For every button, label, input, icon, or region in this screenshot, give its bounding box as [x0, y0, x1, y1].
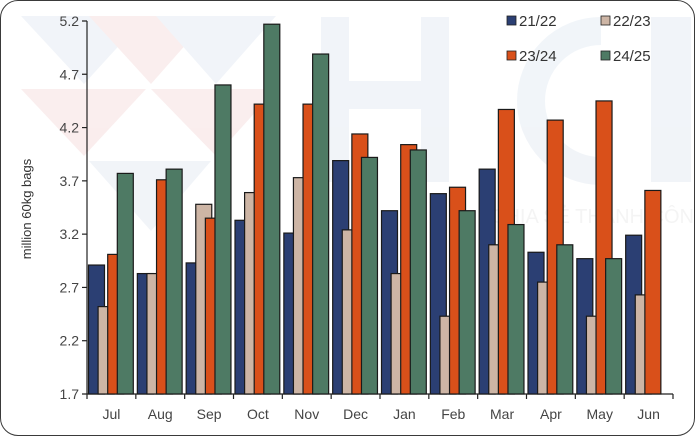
x-tick-label: Oct	[247, 406, 269, 422]
legend-swatch	[600, 50, 611, 61]
x-tick-label: Jan	[393, 406, 416, 422]
bar-24-25-may	[605, 258, 623, 395]
x-tick-label: Jun	[637, 406, 660, 422]
legend-swatch	[506, 50, 517, 61]
x-tick-label: Jul	[102, 406, 120, 422]
y-tick-label: 2.7	[60, 279, 80, 295]
legend-label: 24/25	[613, 48, 651, 65]
y-tick-label: 1.7	[60, 386, 80, 402]
x-tick-label: Feb	[441, 406, 465, 422]
x-tick-label: Mar	[490, 406, 514, 422]
legend-swatch	[600, 15, 611, 26]
legend: 21/22 22/23 23/24 24/25	[506, 13, 651, 65]
x-tick-label: Dec	[343, 406, 368, 422]
legend-item-21-22: 21/22	[506, 13, 557, 30]
legend-label: 22/23	[613, 13, 651, 30]
legend-label: 21/22	[519, 13, 557, 30]
legend-item-24-25: 24/25	[600, 48, 651, 65]
bar-24-25-dec	[360, 156, 379, 395]
x-tick-label: Apr	[540, 406, 562, 422]
y-tick-label: 4.2	[60, 120, 80, 136]
bar-24-25-oct	[263, 23, 281, 395]
x-tick-label: Nov	[294, 406, 319, 422]
bar-24-25-feb	[458, 210, 476, 395]
legend-item-22-23: 22/23	[600, 13, 651, 30]
y-tick-label: 4.7	[60, 66, 80, 82]
x-tick-label: May	[587, 406, 613, 422]
bar-24-25-sep	[214, 84, 232, 395]
legend-swatch	[506, 15, 517, 26]
y-tick-label: 2.2	[60, 333, 80, 349]
y-axis-label: million 60kg bags	[19, 158, 34, 259]
legend-label: 23/24	[519, 48, 557, 65]
bar-24-25-apr	[556, 244, 574, 395]
x-tick-label: Aug	[148, 406, 173, 422]
axes: 5.2 4.7 4.2 3.7 3.2 2.7 2.2 1.7 Jul Aug Sep Oct Nov D…	[60, 13, 674, 422]
watermark-tagline: CHIA SẺ THÀNH CÔNG	[491, 205, 694, 228]
y-tick-label: 5.2	[60, 13, 80, 29]
bar-23-24-jun	[644, 189, 662, 395]
bar-24-25-jan	[409, 149, 427, 395]
x-tick-label: Sep	[197, 406, 222, 422]
y-tick-label: 3.7	[60, 173, 80, 189]
bar-24-25-mar	[507, 223, 525, 395]
bar-24-25-jul	[116, 172, 134, 395]
bars	[87, 23, 662, 395]
legend-item-23-24: 23/24	[506, 48, 557, 65]
y-tick-label: 3.2	[60, 226, 80, 242]
bar-24-25-aug	[165, 168, 183, 395]
bar-24-25-nov	[312, 53, 330, 395]
